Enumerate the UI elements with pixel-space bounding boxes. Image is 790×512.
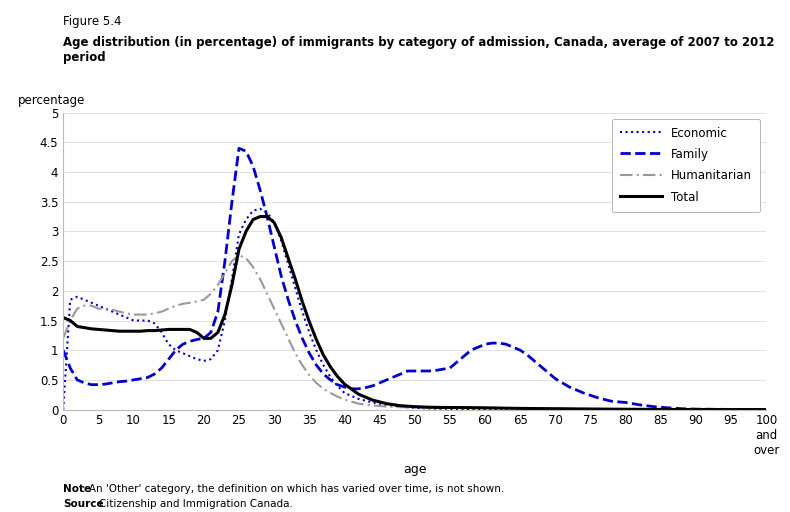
Family <box>178 341 187 347</box>
Economic <box>58 407 68 413</box>
Family <box>410 368 419 374</box>
Total <box>164 326 173 332</box>
Humanitarian <box>382 403 391 410</box>
Text: Figure 5.4: Figure 5.4 <box>63 15 122 28</box>
Economic <box>691 407 701 413</box>
Line: Total: Total <box>63 217 766 410</box>
Total <box>276 234 286 241</box>
Humanitarian <box>276 321 286 327</box>
Economic <box>157 329 167 335</box>
Total <box>255 214 265 220</box>
Total <box>58 314 68 321</box>
Economic <box>762 407 771 413</box>
Total <box>122 328 131 334</box>
Humanitarian <box>234 252 243 258</box>
Humanitarian <box>164 306 173 312</box>
Legend: Economic, Family, Humanitarian, Total: Economic, Family, Humanitarian, Total <box>612 119 761 212</box>
Family <box>93 381 103 388</box>
Text: Age distribution (in percentage) of immigrants by category of admission, Canada,: Age distribution (in percentage) of immi… <box>63 36 775 64</box>
Economic <box>150 321 160 327</box>
Text: : Citizenship and Immigration Canada.: : Citizenship and Immigration Canada. <box>92 499 292 509</box>
Text: : An 'Other' category, the definition on which has varied over time, is not show: : An 'Other' category, the definition on… <box>82 484 504 494</box>
Humanitarian <box>100 306 110 312</box>
X-axis label: age: age <box>403 463 427 476</box>
Total <box>382 400 391 407</box>
Total <box>100 327 110 333</box>
Text: Source: Source <box>63 499 103 509</box>
Family <box>234 145 243 152</box>
Family <box>480 341 490 347</box>
Economic <box>382 402 391 408</box>
Text: Note: Note <box>63 484 92 494</box>
Family <box>58 347 68 353</box>
Family <box>515 347 525 353</box>
Humanitarian <box>122 310 131 316</box>
Humanitarian <box>73 306 82 312</box>
Line: Economic: Economic <box>63 209 766 410</box>
Economic <box>333 383 342 389</box>
Total <box>73 324 82 330</box>
Text: percentage: percentage <box>17 94 85 106</box>
Line: Family: Family <box>63 148 766 410</box>
Total <box>762 407 771 413</box>
Humanitarian <box>58 335 68 342</box>
Economic <box>480 407 490 413</box>
Line: Humanitarian: Humanitarian <box>63 255 766 410</box>
Family <box>143 374 152 380</box>
Humanitarian <box>762 407 771 413</box>
Family <box>762 407 771 413</box>
Economic <box>255 206 265 212</box>
